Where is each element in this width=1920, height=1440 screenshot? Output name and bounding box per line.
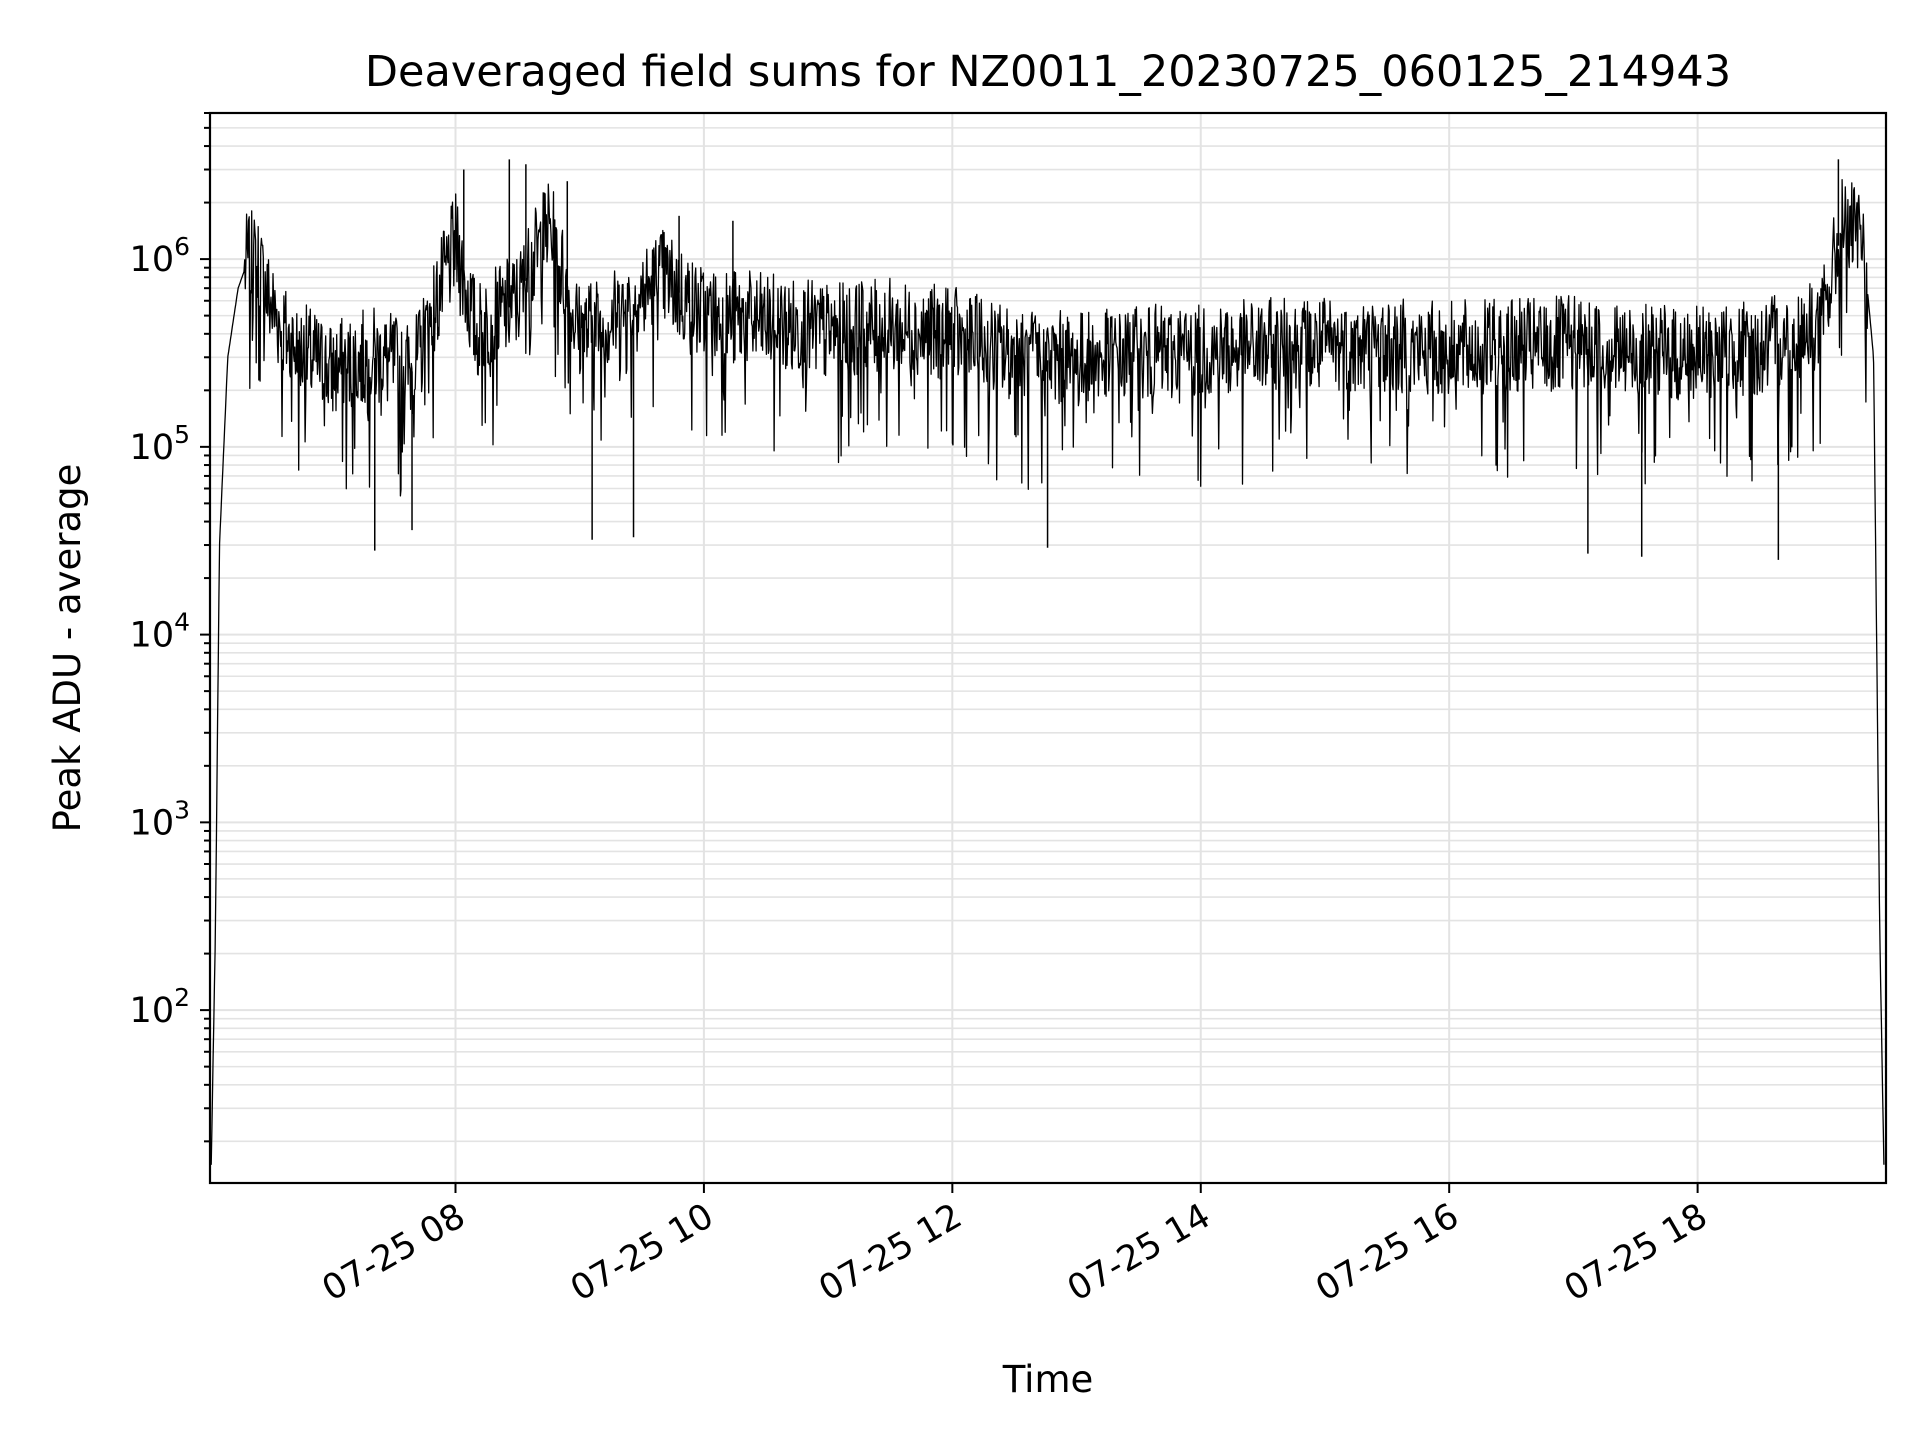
plot-frame (208, 111, 1888, 1185)
series-layer (210, 159, 1885, 1165)
series-line (210, 179, 1885, 1165)
x-tick-label: 07-25 12 (813, 1196, 969, 1309)
x-tick-label: 07-25 14 (1061, 1196, 1217, 1309)
x-axis-label: Time (1002, 1358, 1094, 1401)
y-tick-label: 106 (130, 232, 190, 280)
y-tick-label: 103 (130, 795, 190, 843)
x-tick-label: 07-25 10 (564, 1196, 720, 1309)
x-axis: 07-25 08 07-25 10 07-25 12 07-25 14 07-25 16… (316, 1183, 1714, 1309)
x-tick-label: 07-25 16 (1309, 1196, 1465, 1309)
y-tick-label: 104 (130, 608, 190, 656)
grid (210, 112, 1886, 1183)
x-tick-label: 07-25 08 (316, 1196, 472, 1309)
y-axis-label: Peak ADU - average (46, 464, 89, 833)
x-tick-label: 07-25 18 (1558, 1196, 1714, 1309)
y-axis: 102 103 104 105 106 (130, 112, 210, 1143)
chart-title: Deaveraged field sums for NZ0011_2023072… (365, 47, 1731, 97)
y-tick-label: 102 (130, 983, 190, 1031)
y-tick-label: 105 (130, 420, 190, 468)
